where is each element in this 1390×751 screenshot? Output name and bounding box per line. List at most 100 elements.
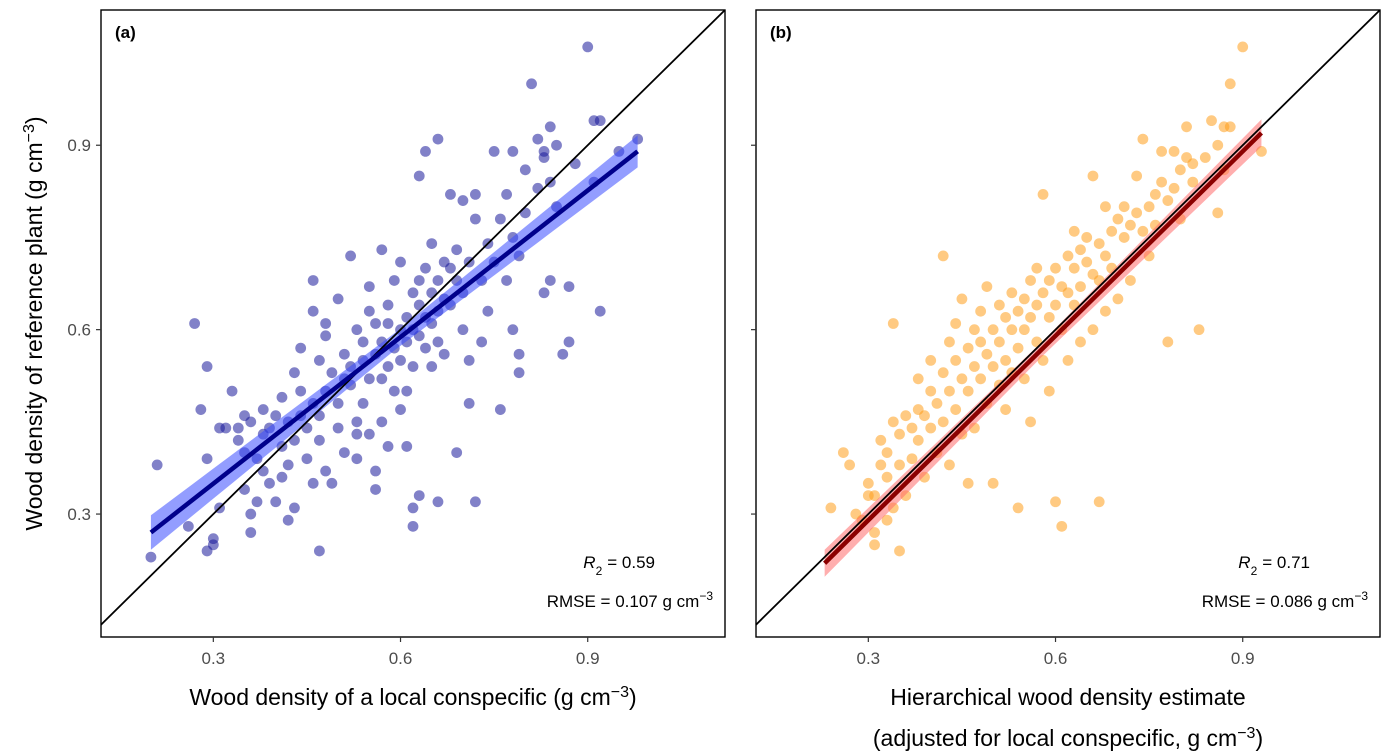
data-point bbox=[1043, 385, 1055, 397]
data-point bbox=[1043, 311, 1055, 323]
x-axis-title-line2: (adjusted for local conspecific, g cm−3) bbox=[873, 725, 1263, 751]
identity-line bbox=[101, 10, 725, 626]
data-point bbox=[388, 275, 400, 286]
panel-a: 0.3 0.6 0.9 0.3 0.6 0.9 (a) R2 = 0.59 RMSE = 0.10… bbox=[21, 9, 726, 711]
data-point bbox=[1050, 262, 1061, 274]
data-point bbox=[470, 496, 481, 508]
data-point bbox=[1212, 139, 1224, 151]
data-point bbox=[407, 287, 419, 299]
data-point bbox=[395, 256, 406, 268]
data-point bbox=[962, 385, 974, 397]
data-point bbox=[376, 416, 388, 428]
data-point bbox=[245, 508, 257, 520]
data-point bbox=[301, 453, 313, 465]
data-point bbox=[987, 477, 999, 489]
data-point bbox=[257, 404, 269, 415]
data-point bbox=[594, 305, 606, 317]
regression-line bbox=[149, 149, 640, 535]
data-point bbox=[226, 385, 238, 397]
data-point bbox=[1106, 225, 1118, 237]
data-point bbox=[912, 373, 924, 385]
data-point bbox=[1187, 176, 1199, 188]
data-point bbox=[538, 152, 550, 163]
data-point bbox=[1131, 170, 1143, 182]
data-point bbox=[594, 115, 606, 127]
data-point bbox=[519, 164, 531, 176]
data-point bbox=[563, 336, 575, 348]
data-point bbox=[962, 342, 974, 354]
data-point bbox=[413, 170, 425, 182]
data-point bbox=[844, 459, 855, 471]
data-point bbox=[145, 551, 157, 563]
data-point bbox=[376, 373, 388, 385]
data-point bbox=[906, 422, 918, 434]
data-point bbox=[232, 434, 244, 446]
data-point bbox=[894, 428, 905, 440]
data-point bbox=[944, 336, 955, 348]
data-point bbox=[950, 318, 962, 329]
identity-line bbox=[756, 10, 1380, 626]
data-point bbox=[201, 361, 213, 372]
data-point bbox=[182, 520, 194, 532]
data-point bbox=[338, 447, 350, 458]
data-point bbox=[1081, 256, 1093, 268]
data-point bbox=[931, 398, 943, 409]
data-point bbox=[1075, 244, 1086, 256]
data-point bbox=[906, 453, 918, 465]
data-point bbox=[1212, 207, 1224, 219]
data-point bbox=[1149, 189, 1161, 200]
x-tick-label: 0.3 bbox=[856, 649, 880, 668]
data-point bbox=[482, 305, 494, 317]
data-point bbox=[476, 336, 488, 348]
data-point bbox=[1112, 213, 1124, 225]
plot-area bbox=[101, 10, 725, 626]
data-point bbox=[401, 441, 413, 452]
data-point bbox=[295, 385, 307, 397]
data-point bbox=[420, 342, 431, 354]
x-tick-label: 0.9 bbox=[576, 649, 600, 668]
data-point bbox=[289, 367, 300, 379]
data-point bbox=[494, 213, 506, 225]
data-point bbox=[1081, 232, 1093, 243]
data-point bbox=[307, 477, 319, 489]
data-point bbox=[937, 250, 949, 262]
data-point bbox=[494, 404, 506, 415]
data-point bbox=[445, 189, 456, 200]
data-point bbox=[1000, 404, 1011, 415]
r-squared-label: R2 = 0.71 bbox=[1238, 553, 1310, 578]
data-point bbox=[513, 348, 525, 360]
data-point bbox=[1118, 201, 1130, 213]
data-point bbox=[1206, 115, 1217, 127]
data-point bbox=[557, 348, 569, 360]
data-point bbox=[894, 459, 905, 471]
data-point bbox=[1143, 201, 1155, 213]
data-point bbox=[1000, 354, 1011, 366]
rmse-label: RMSE = 0.107 g cm−3 bbox=[547, 589, 714, 611]
data-point bbox=[407, 520, 419, 532]
data-point bbox=[887, 318, 899, 329]
data-point bbox=[532, 133, 544, 145]
data-point bbox=[314, 545, 325, 557]
x-axis-title: Wood density of a local conspecific (g c… bbox=[189, 684, 636, 711]
data-point bbox=[975, 336, 987, 348]
data-point bbox=[937, 367, 949, 379]
data-point bbox=[345, 250, 356, 262]
data-point bbox=[326, 477, 338, 489]
data-point bbox=[887, 416, 899, 428]
data-point bbox=[351, 428, 363, 440]
data-point bbox=[363, 281, 375, 293]
data-point bbox=[1012, 502, 1024, 514]
data-point bbox=[357, 398, 369, 409]
data-point bbox=[245, 416, 257, 428]
data-point bbox=[457, 195, 469, 206]
data-point bbox=[1100, 305, 1111, 317]
data-point bbox=[1087, 170, 1099, 182]
data-point bbox=[426, 361, 438, 372]
panel-label: (b) bbox=[770, 23, 792, 42]
data-point bbox=[507, 145, 519, 157]
data-point bbox=[445, 262, 456, 274]
data-point bbox=[314, 434, 325, 446]
y-tick-label: 0.6 bbox=[67, 321, 91, 340]
data-point bbox=[314, 354, 325, 366]
data-point bbox=[432, 275, 444, 286]
